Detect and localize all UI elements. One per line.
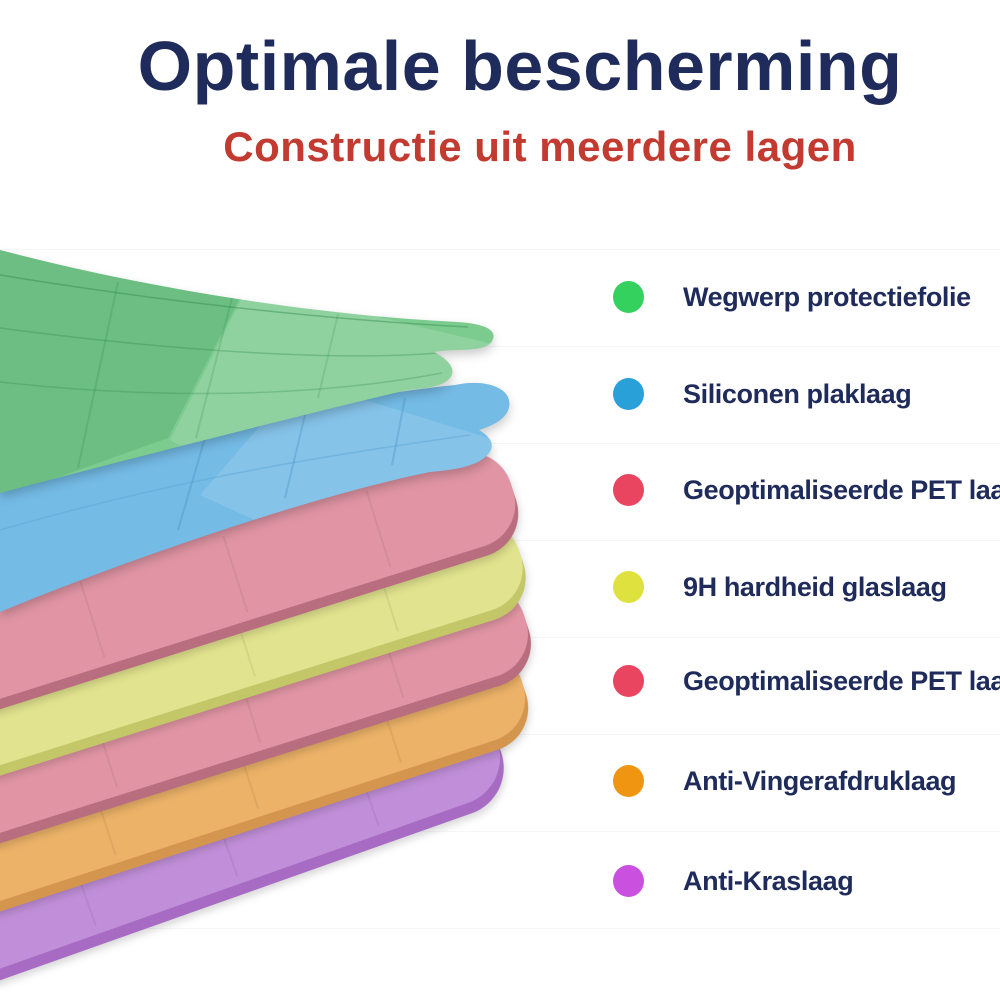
legend-item-anti-kras: Anti-Kraslaag [613, 865, 854, 897]
legend-item-glaslaag: 9H hardheid glaslaag [613, 571, 947, 603]
legend-label: 9H hardheid glaslaag [683, 572, 947, 602]
orange-dot [613, 765, 644, 797]
legend-label: Wegwerp protectiefolie [683, 282, 971, 312]
red-dot [613, 665, 644, 697]
legend-label: Anti-Kraslaag [683, 866, 854, 896]
legend-item-plaklaag: Siliconen plaklaag [613, 378, 912, 410]
blue-dot [613, 378, 644, 410]
legend-label: Geoptimaliseerde PET laag [683, 666, 1000, 696]
page-title: Optimale bescherming [137, 27, 903, 105]
page-subtitle: Constructie uit meerdere lagen [223, 123, 857, 170]
yellow-dot [613, 571, 644, 603]
legend-item-anti-vingerafdruk: Anti-Vingerafdruklaag [613, 765, 957, 797]
legend-label: Siliconen plaklaag [683, 379, 912, 409]
legend-item-pet-2: Geoptimaliseerde PET laag [613, 665, 1000, 697]
legend-item-pet-1: Geoptimaliseerde PET laag [613, 474, 1000, 506]
legend-item-protectiefolie: Wegwerp protectiefolie [613, 281, 971, 313]
legend-label: Anti-Vingerafdruklaag [683, 766, 957, 796]
layer-pet-1 [0, 452, 519, 908]
red-dot [613, 474, 644, 506]
green-dot [613, 281, 644, 313]
legend-label: Geoptimaliseerde PET laag [683, 475, 1000, 505]
purple-dot [613, 865, 644, 897]
layers-illustration [0, 250, 531, 1000]
